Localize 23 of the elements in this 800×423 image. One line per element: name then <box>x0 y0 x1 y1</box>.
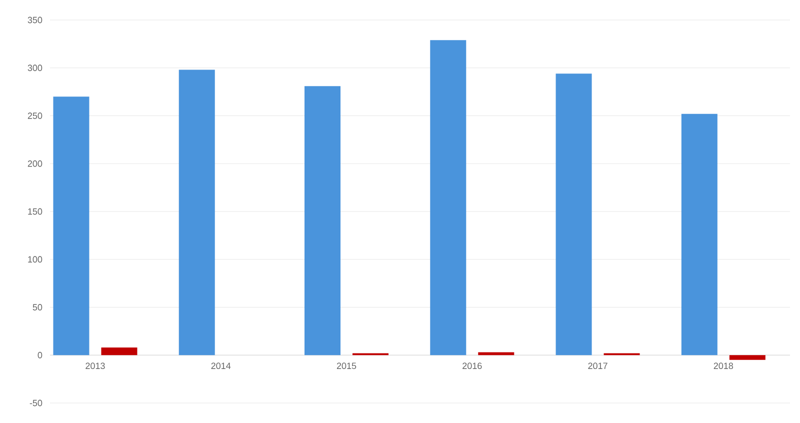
y-tick-label: -50 <box>30 400 42 406</box>
x-tick-label: 2013 <box>86 362 105 370</box>
x-tick-label: 2016 <box>462 362 482 370</box>
x-tick-label: 2014 <box>211 362 231 370</box>
x-tick-label: 2017 <box>588 362 608 370</box>
y-tick-label: 50 <box>32 304 42 310</box>
y-tick-label: 250 <box>28 112 42 119</box>
y-tick-label: 100 <box>28 256 42 263</box>
y-tick-label: 150 <box>28 208 42 215</box>
bar <box>101 347 138 356</box>
bar <box>178 70 215 356</box>
y-tick-label: 200 <box>28 160 42 167</box>
y-tick-label: 300 <box>28 64 42 72</box>
bar <box>430 40 466 356</box>
y-tick-label: 0 <box>38 352 42 358</box>
bar <box>681 114 718 356</box>
bar <box>304 86 341 356</box>
x-tick-label: 2015 <box>336 362 356 370</box>
bar <box>729 355 766 360</box>
bar <box>53 96 90 356</box>
bar <box>556 74 592 356</box>
y-tick-label: 350 <box>28 16 42 24</box>
x-tick-label: 2018 <box>714 362 734 370</box>
